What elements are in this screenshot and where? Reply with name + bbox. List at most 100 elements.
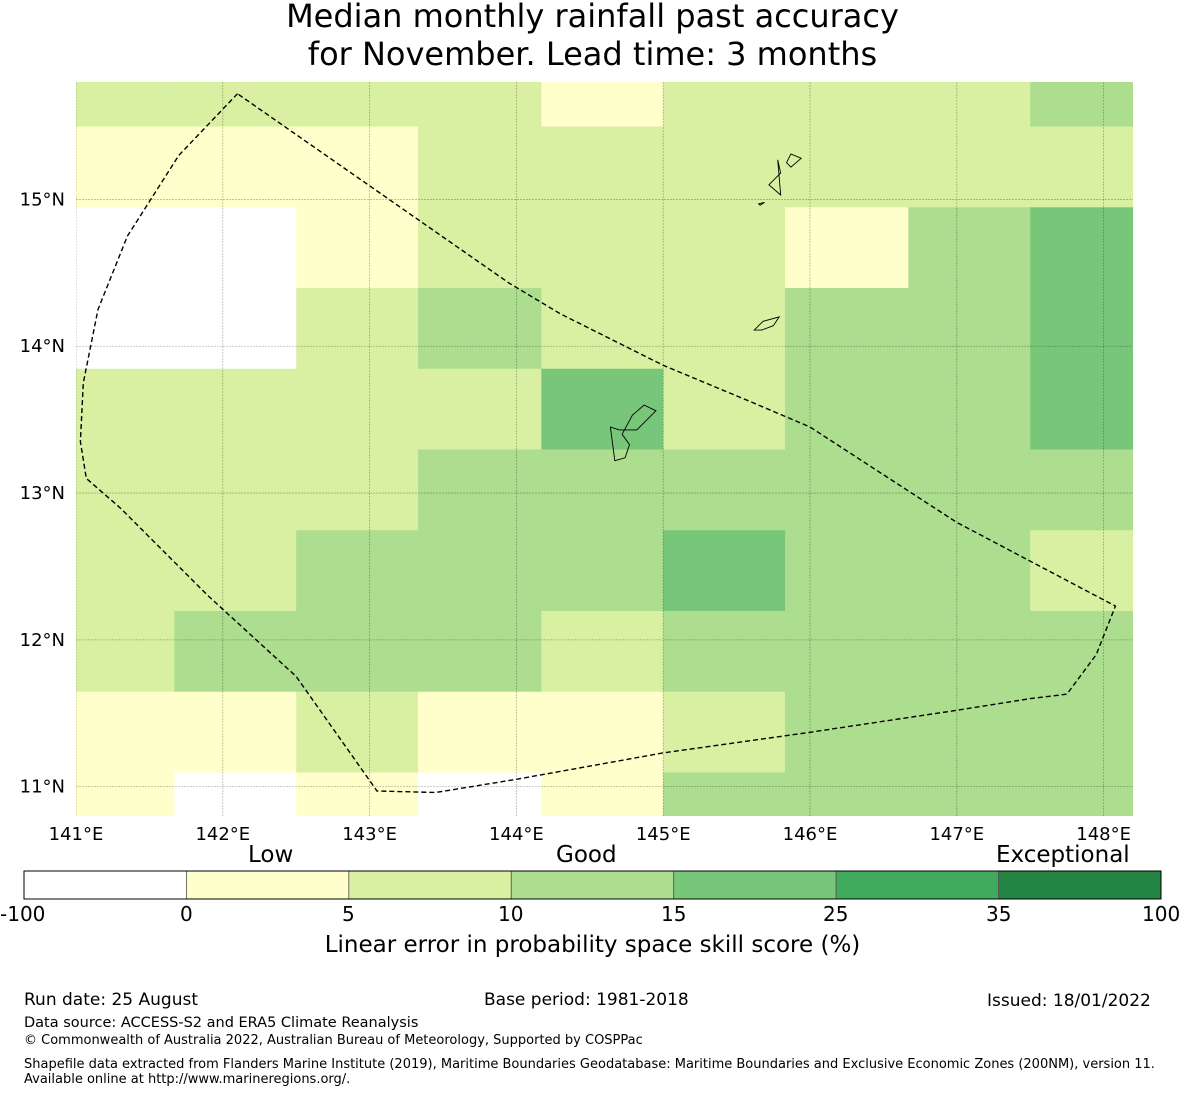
grid-cell [541,691,664,773]
grid-cell [663,691,786,773]
island-outline [768,159,782,197]
lon-tick-label: 146°E [783,824,838,845]
grid-cell [76,529,175,611]
grid-cell [541,771,664,816]
grid-cell [908,206,1031,289]
lat-tick-label: 13°N [20,483,65,504]
colorbar-tick: -100 [0,902,46,926]
grid-cell [174,82,297,127]
grid-cell [174,206,297,289]
colorbar [23,870,1162,900]
grid-cell [76,691,175,773]
grid-cell [663,529,786,611]
grid-cell [296,206,419,289]
grid-cell [76,206,175,289]
grid-cell [663,287,786,369]
grid-cell [76,82,175,127]
grid-cell [174,771,297,816]
colorbar-word-exceptional: Exceptional [996,842,1130,868]
colorbar-tick: 25 [823,902,849,926]
grid-cell [785,206,909,289]
grid-cell [908,126,1031,208]
grid-cell [908,287,1031,369]
grid-cell [76,368,175,450]
grid-cell [418,287,542,369]
island-outline [785,153,803,168]
grid-cell [174,691,297,773]
grid-cell [418,529,542,611]
grid-cell [541,449,664,531]
grid-cell [663,368,786,450]
grid-cell [785,287,909,369]
grid-cell [174,529,297,611]
data-source: Data source: ACCESS-S2 and ERA5 Climate … [24,1015,419,1031]
issued-date: Issued: 18/01/2022 [987,991,1151,1011]
colorbar-tick: 10 [498,902,524,926]
colorbar-word-low: Low [248,842,294,868]
grid-cell [174,126,297,208]
grid-cell [296,610,419,692]
grid-cell [76,449,175,531]
grid-cell [663,82,786,127]
grid-cell [76,126,175,208]
grid-cell [296,82,419,127]
longitude-axis: 141°E 142°E 143°E 144°E 145°E 146°E 147°E 148°E [49,824,1131,845]
grid-cell [908,368,1031,450]
grid-cell [785,126,909,208]
grid-cell [785,529,909,611]
grid-cell [296,529,419,611]
grid-cell [76,287,175,369]
colorbar-swatch [998,870,1162,900]
grid-cell [785,449,909,531]
chart-title-line-2: for November. Lead time: 3 months [307,35,878,73]
grid-cell [785,771,909,816]
colorbar-swatch [510,870,675,900]
grid-cell [296,771,419,816]
island-outline [609,404,657,462]
grid-cell [174,449,297,531]
grid-cell [418,771,542,816]
colorbar-tick: 0 [180,902,193,926]
colorbar-tick: 5 [342,902,355,926]
copyright: © Commonwealth of Australia 2022, Austra… [24,1033,643,1048]
grid-cell [418,126,542,208]
grid-cell [541,610,664,692]
grid-cell [785,368,909,450]
grid-cell [1030,82,1133,127]
colorbar-swatch [673,870,837,900]
grid-cell [663,771,786,816]
colorbar-tick: 15 [661,902,687,926]
colorbar-tick: 35 [986,902,1012,926]
grid-cell [296,126,419,208]
grid-cell [296,287,419,369]
run-date: Run date: 25 August [24,990,198,1010]
latitude-axis: 11°N 12°N 13°N 14°N 15°N [20,189,65,797]
lon-tick-label: 147°E [929,824,984,845]
lon-tick-label: 148°E [1076,824,1131,845]
colorbar-word-good: Good [556,842,617,868]
lat-tick-label: 11°N [20,777,65,798]
grid-cell [418,206,542,289]
grid-cell [541,368,664,450]
grid-cell [1030,449,1133,531]
grid-cell [1030,206,1133,289]
grid-cell [541,82,664,127]
grid-cell [908,529,1031,611]
colorbar-frame [23,870,1162,900]
eez-boundary-line [79,93,1117,794]
colorbar-swatch [23,870,187,900]
grid-cell [418,691,542,773]
grid-cell [908,449,1031,531]
lat-tick-label: 15°N [20,189,65,210]
grid-cell [908,610,1031,692]
shapefile-credit: Shapefile data extracted from Flanders M… [24,1057,1155,1087]
grid-cell [1030,529,1133,611]
lat-tick-label: 12°N [20,630,65,651]
grid-cell [541,126,664,208]
grid-cell [296,368,419,450]
grid-cell [663,449,786,531]
grid-cell [1030,368,1133,450]
base-period: Base period: 1981-2018 [484,990,689,1010]
grid-cell [174,368,297,450]
